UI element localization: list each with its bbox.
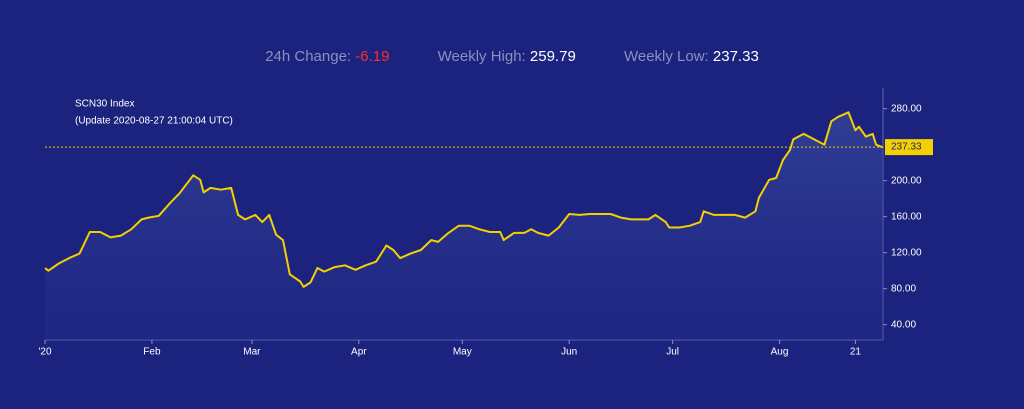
x-tick-label: Jul <box>666 347 679 358</box>
x-tick-label: Aug <box>771 347 789 358</box>
stat-label: 24h Change: <box>265 48 352 65</box>
stat-label: Weekly High: <box>437 48 526 65</box>
stat-label: Weekly Low: <box>623 48 709 65</box>
stat-value: 237.33 <box>712 48 759 65</box>
stat-value: 259.79 <box>529 48 576 65</box>
last-value-tag <box>885 139 933 156</box>
stat: Weekly Low: 237.33 <box>624 48 759 65</box>
y-tick-label: 280.00 <box>891 103 922 114</box>
stats-bar: 24h Change: -6.19 Weekly High: 259.79 We… <box>0 48 1024 65</box>
y-tick-label: 40.00 <box>891 319 916 330</box>
last-value-label: 237.33 <box>891 142 922 153</box>
x-tick-label: Mar <box>243 347 261 358</box>
x-tick-label: Apr <box>351 347 367 358</box>
y-tick-label: 120.00 <box>891 247 922 258</box>
x-tick-label: Jun <box>561 347 577 358</box>
y-tick-label: 160.00 <box>891 211 922 222</box>
stat: Weekly High: 259.79 <box>438 48 576 65</box>
line <box>44 111 884 288</box>
chart-title: SCN30 Index <box>75 99 134 110</box>
x-tick-label: May <box>453 347 472 358</box>
x-tick-label: '20 <box>38 347 51 358</box>
stat: 24h Change: -6.19 <box>265 48 389 65</box>
chart-subtitle: (Update 2020-08-27 21:00:04 UTC) <box>75 116 233 127</box>
x-tick-label: Feb <box>143 347 161 358</box>
x-tick-label: 21 <box>850 347 862 358</box>
y-tick-label: 200.00 <box>891 175 922 186</box>
y-tick-label: 80.00 <box>891 283 916 294</box>
stat-value: -6.19 <box>355 48 390 65</box>
